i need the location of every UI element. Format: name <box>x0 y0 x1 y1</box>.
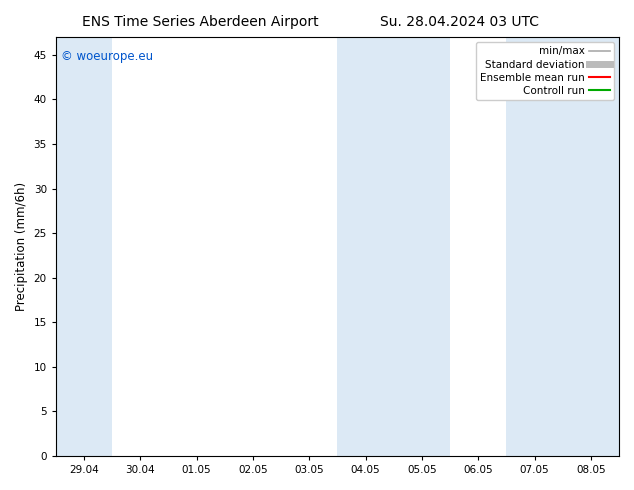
Bar <box>337 37 450 456</box>
Y-axis label: Precipitation (mm/6h): Precipitation (mm/6h) <box>15 182 28 311</box>
Text: Su. 28.04.2024 03 UTC: Su. 28.04.2024 03 UTC <box>380 15 540 29</box>
Bar <box>56 37 112 456</box>
Bar <box>507 37 619 456</box>
Legend: min/max, Standard deviation, Ensemble mean run, Controll run: min/max, Standard deviation, Ensemble me… <box>476 42 614 100</box>
Text: © woeurope.eu: © woeurope.eu <box>61 49 153 63</box>
Text: ENS Time Series Aberdeen Airport: ENS Time Series Aberdeen Airport <box>82 15 319 29</box>
